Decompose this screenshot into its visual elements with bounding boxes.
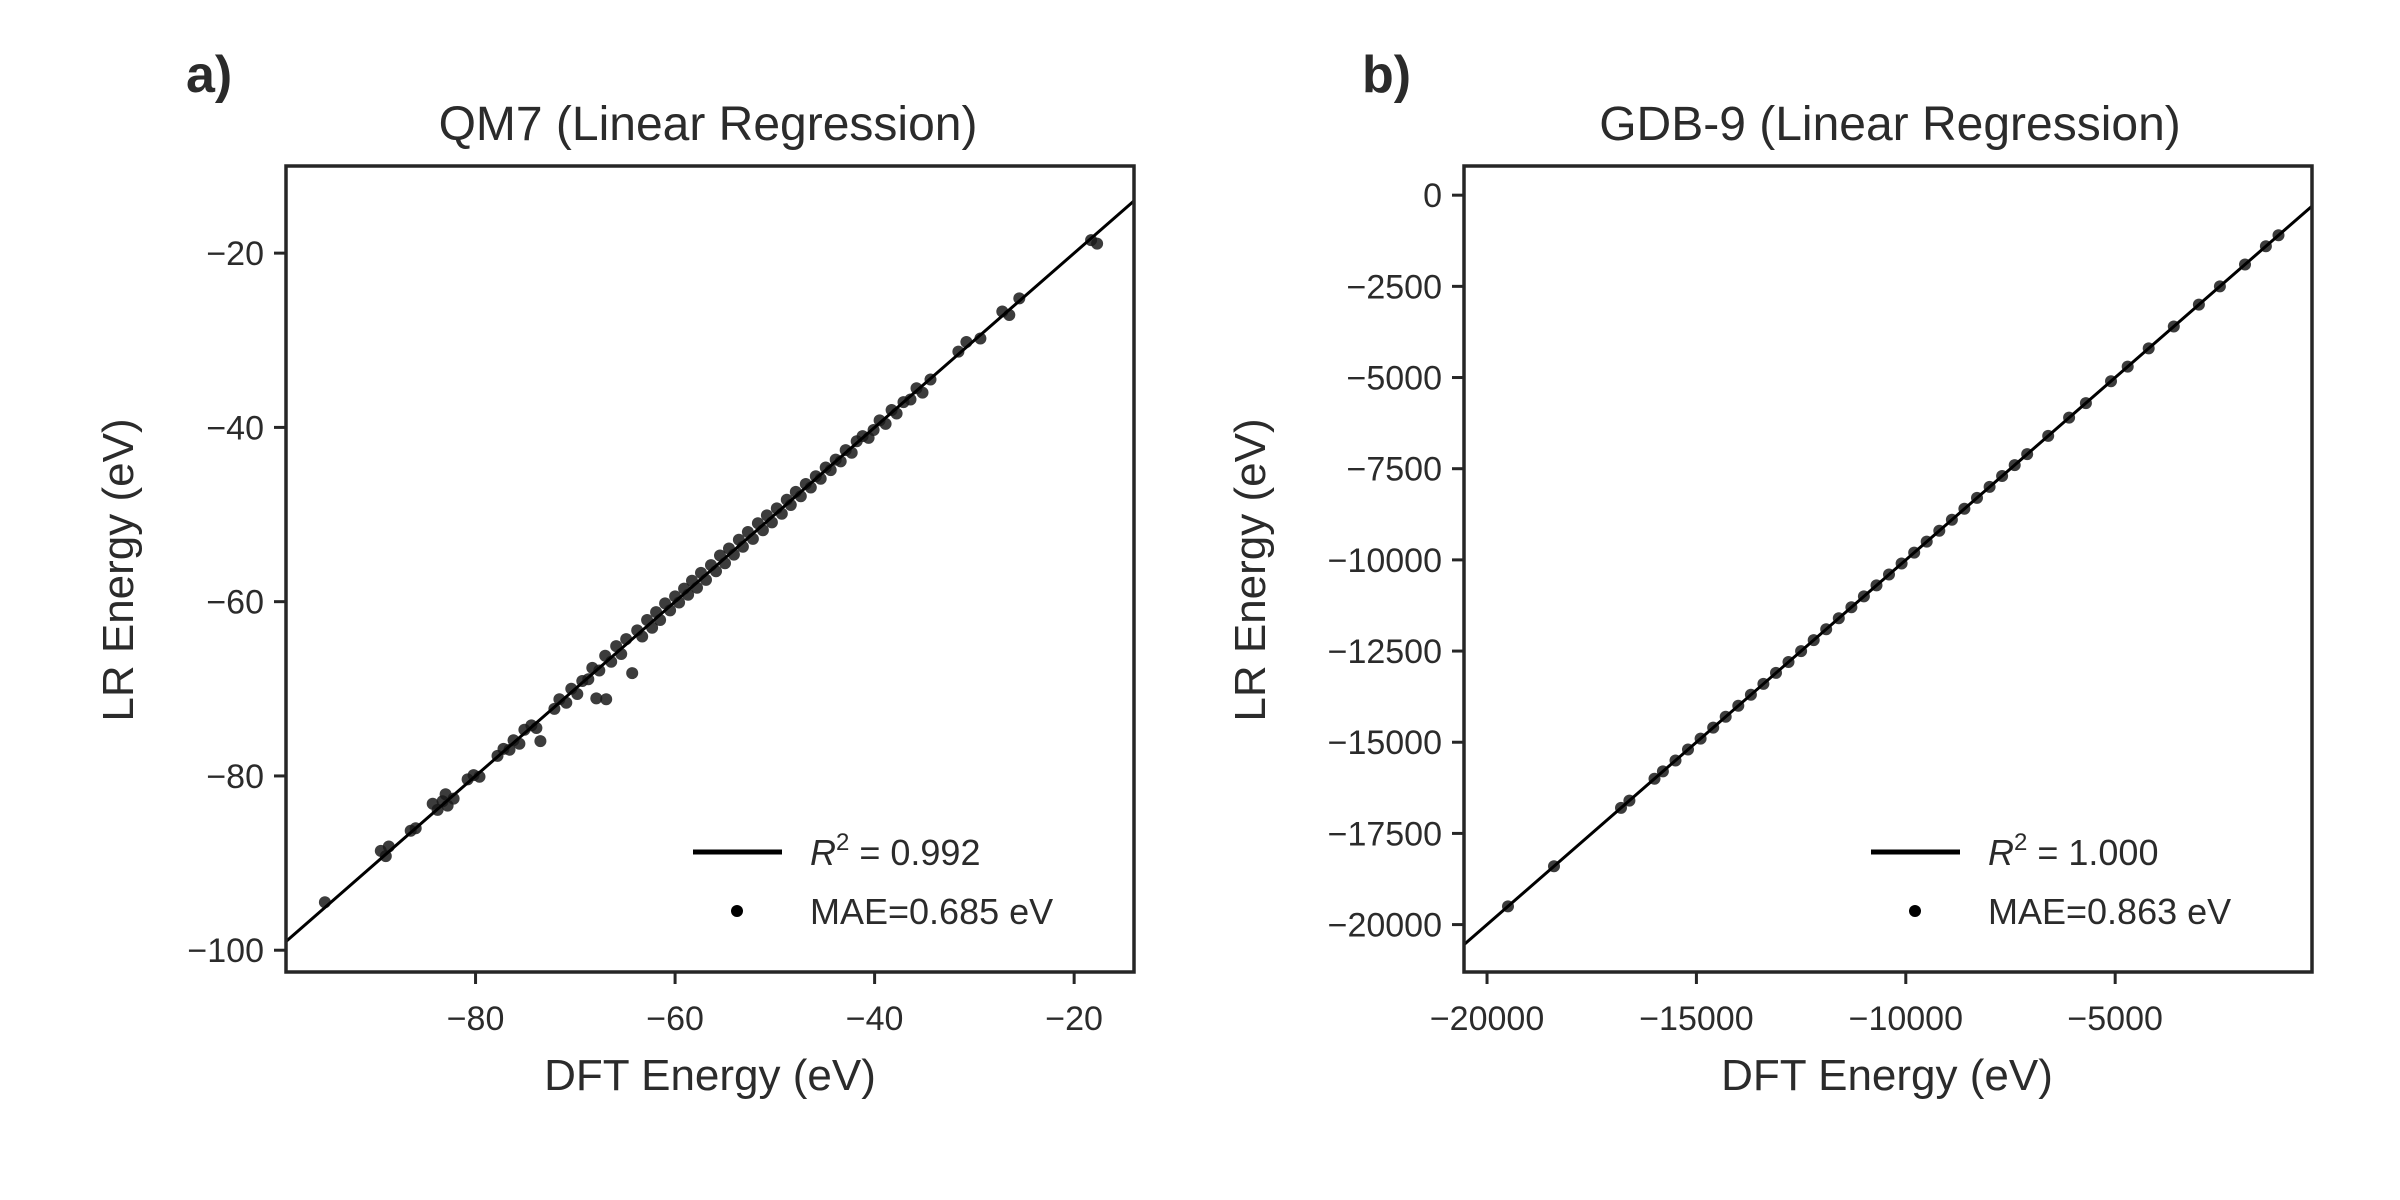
y-tick-label: −100 <box>187 932 264 970</box>
x-tick-label: −20000 <box>1430 1000 1544 1038</box>
fit-line <box>1464 204 2312 946</box>
data-point <box>503 743 516 756</box>
axes-frame <box>1462 164 2314 974</box>
legend-r2-label: R2 = 0.992 <box>810 829 980 873</box>
panel-a-plot: −80 −60 −40 −20 −100 −80 −60 −40 −20 <box>187 164 1136 1038</box>
data-point <box>952 345 965 358</box>
panel-b-xlabel: DFT Energy (eV) <box>1721 1051 2053 1100</box>
legend-point-swatch <box>731 905 743 917</box>
y-tick-label: 0 <box>1423 177 1442 215</box>
y-tick-label: −60 <box>206 584 264 622</box>
data-point <box>593 664 606 677</box>
x-tick-label: −80 <box>447 1000 505 1038</box>
x-tick-label: −60 <box>646 1000 704 1038</box>
panel-a-letter: a) <box>186 46 232 104</box>
data-point <box>534 735 547 748</box>
panel-b-plot: −20000 −15000 −10000 −5000 −20000 −17500 −1500… <box>1328 164 2314 1038</box>
panel-b-title: GDB-9 (Linear Regression) <box>1599 98 2181 151</box>
panel-a-title: QM7 (Linear Regression) <box>439 98 978 151</box>
panel-a-xlabel: DFT Energy (eV) <box>544 1051 876 1100</box>
plot-area <box>286 199 1134 943</box>
y-tick-label: −12500 <box>1328 633 1442 671</box>
data-point <box>1013 292 1026 305</box>
legend-point-swatch <box>1909 905 1921 917</box>
legend-r2-label: R2 = 1.000 <box>1988 829 2158 873</box>
x-tick-label: −20 <box>1045 1000 1103 1038</box>
data-point <box>974 332 987 345</box>
y-tick-label: −17500 <box>1328 815 1442 853</box>
y-tick-label: −15000 <box>1328 724 1442 762</box>
data-point <box>447 792 460 805</box>
panel-a-ylabel: LR Energy (eV) <box>94 418 143 721</box>
y-tick-label: −10000 <box>1328 542 1442 580</box>
x-tick-label: −40 <box>846 1000 904 1038</box>
plot-area <box>1464 204 2312 946</box>
y-tick-label: −20 <box>206 235 264 273</box>
axes-frame <box>284 164 1136 974</box>
x-tick-label: −10000 <box>1849 1000 1963 1038</box>
x-tick-label: −5000 <box>2067 1000 2163 1038</box>
panel-b-legend: R2 = 1.000 MAE=0.863 eV <box>1871 829 2231 932</box>
panel-a-legend: R2 = 0.992 MAE=0.685 eV <box>693 829 1053 932</box>
panel-a: a) QM7 (Linear Regression) −80 −60 −40 −20−… <box>94 46 1136 1100</box>
legend-mae-label: MAE=0.685 eV <box>810 891 1053 932</box>
data-point <box>626 667 639 680</box>
data-point <box>1091 237 1104 250</box>
panel-b-ylabel: LR Energy (eV) <box>1226 418 1275 721</box>
panel-b-letter: b) <box>1362 46 1411 104</box>
y-tick-label: −2500 <box>1347 268 1443 306</box>
legend-mae-label: MAE=0.863 eV <box>1988 891 2231 932</box>
y-tick-label: −5000 <box>1347 360 1443 398</box>
y-tick-label: −7500 <box>1347 451 1443 489</box>
data-point <box>600 693 613 706</box>
panel-b: b) GDB-9 (Linear Regression) −20000 −1500… <box>1226 46 2314 1100</box>
data-point <box>590 692 603 705</box>
fit-line <box>286 199 1134 943</box>
y-tick-label: −20000 <box>1328 907 1442 945</box>
data-point <box>904 393 917 406</box>
y-tick-label: −40 <box>206 409 264 447</box>
y-tick-label: −80 <box>206 758 264 796</box>
x-tick-label: −15000 <box>1639 1000 1753 1038</box>
